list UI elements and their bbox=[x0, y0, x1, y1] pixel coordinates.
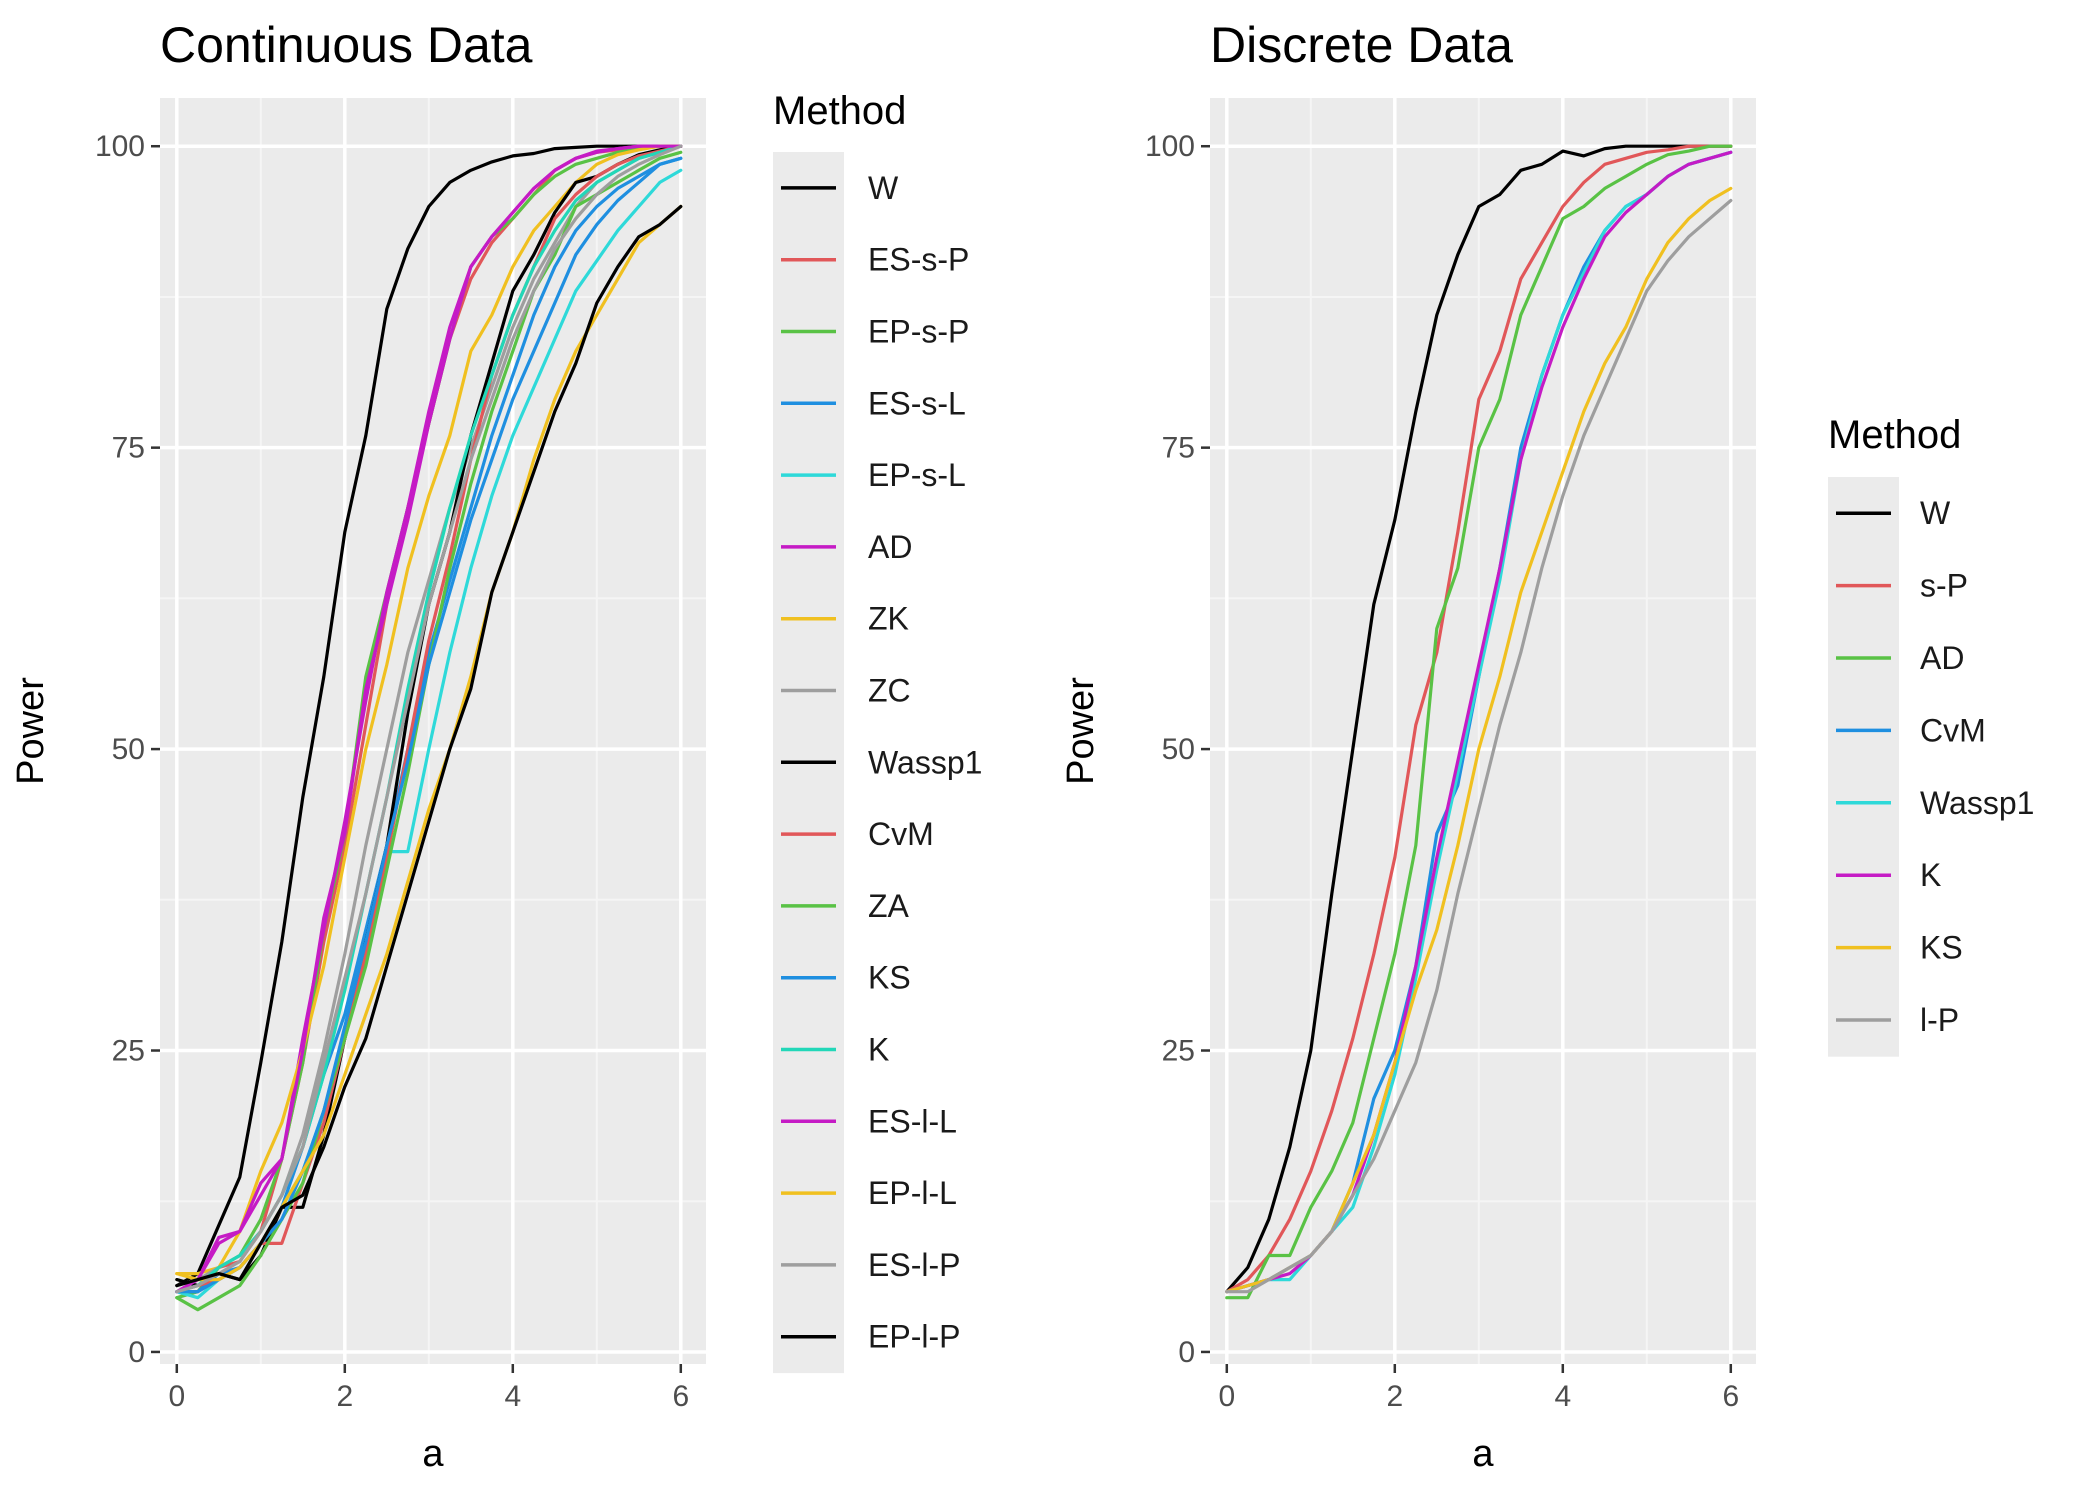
legend-label: CvM bbox=[868, 816, 934, 852]
legend-title: Method bbox=[773, 89, 906, 133]
legend-item: K bbox=[773, 1013, 889, 1086]
chart-title: Discrete Data bbox=[1210, 17, 1513, 73]
legend-item: ES-s-L bbox=[773, 367, 966, 440]
legend-label: ES-l-P bbox=[868, 1247, 960, 1283]
legend-label: Wassp1 bbox=[868, 744, 982, 780]
chart-panel-2: Discrete Data 0 2 4 6 0 25 50 75 100 a Power Method W… bbox=[1060, 17, 2034, 1475]
legend-label: KS bbox=[1920, 930, 1963, 966]
legend-item: W bbox=[773, 152, 899, 225]
x-tick-label: 2 bbox=[1386, 1380, 1403, 1413]
y-tick-label: 25 bbox=[112, 1035, 145, 1068]
series-lines bbox=[1225, 144, 1733, 1300]
legend-item: ZC bbox=[773, 654, 911, 727]
legend: Method W ES-s-P EP-s-P ES-s-L EP-s-L AD ZK ZC Was… bbox=[773, 89, 982, 1374]
legend-label: AD bbox=[1920, 640, 1964, 676]
legend-label: EP-l-L bbox=[868, 1175, 957, 1211]
legend-label: ES-s-L bbox=[868, 385, 966, 421]
series-line-W bbox=[175, 144, 683, 1288]
legend-label: l-P bbox=[1920, 1002, 1959, 1038]
series-line-W bbox=[1225, 144, 1733, 1294]
legend-item: ZK bbox=[773, 582, 909, 656]
legend-label: CvM bbox=[1920, 712, 1986, 748]
x-tick-label: 6 bbox=[1722, 1380, 1739, 1413]
x-tick-label: 0 bbox=[168, 1380, 185, 1413]
legend-item: K bbox=[1828, 839, 1941, 912]
y-tick-label: 50 bbox=[112, 733, 145, 766]
legend-item: EP-l-P bbox=[773, 1300, 960, 1374]
legend-item: ES-l-P bbox=[773, 1229, 960, 1302]
legend-item: l-P bbox=[1828, 983, 1959, 1057]
legend-label: s-P bbox=[1920, 568, 1968, 604]
axes: 0 2 4 6 0 25 50 75 100 bbox=[1145, 130, 1739, 1413]
legend-label: ZK bbox=[868, 601, 909, 637]
legend-label: EP-l-P bbox=[868, 1319, 960, 1355]
x-tick-label: 6 bbox=[672, 1380, 689, 1413]
y-tick-label: 100 bbox=[95, 130, 145, 163]
legend-label: EP-s-L bbox=[868, 457, 966, 493]
legend-item: AD bbox=[1828, 621, 1964, 695]
legend-label: K bbox=[1920, 857, 1941, 893]
legend-label: KS bbox=[868, 960, 911, 996]
series-line-ES-l-L bbox=[175, 144, 683, 1294]
y-axis-title: Power bbox=[1060, 677, 1102, 785]
series-line-ZK bbox=[175, 144, 683, 1276]
series-line-l-P bbox=[1225, 198, 1733, 1294]
legend-item: CvM bbox=[1828, 694, 1986, 768]
legend-label: EP-s-P bbox=[868, 314, 969, 350]
series-line-AD bbox=[1225, 144, 1733, 1300]
legend-label: W bbox=[1920, 495, 1951, 531]
series-line-ES-l-P bbox=[175, 144, 683, 1294]
legend-item: ES-l-L bbox=[773, 1085, 957, 1158]
x-tick-label: 4 bbox=[1554, 1380, 1571, 1413]
y-tick-label: 0 bbox=[128, 1336, 145, 1369]
y-tick-label: 75 bbox=[112, 432, 145, 465]
legend-item: KS bbox=[1828, 911, 1963, 985]
legend-item: EP-l-L bbox=[773, 1157, 957, 1230]
legend-label: ZC bbox=[868, 673, 911, 709]
legend: Method Ws-P AD CvM Wassp1 K KS l-P bbox=[1828, 413, 2034, 1057]
grid bbox=[160, 98, 706, 1364]
x-tick-label: 2 bbox=[336, 1380, 353, 1413]
legend-label: AD bbox=[868, 529, 912, 565]
legend-item: CvM bbox=[773, 798, 934, 871]
legend-label: Wassp1 bbox=[1920, 785, 2034, 821]
legend-label: W bbox=[868, 170, 899, 206]
legend-item: EP-s-P bbox=[773, 295, 969, 368]
series-lines bbox=[175, 144, 683, 1312]
chart-panel-1: Continuous Data 0 2 4 6 0 25 50 75 100 a Power Metho… bbox=[10, 17, 982, 1475]
y-tick-label: 75 bbox=[1162, 432, 1195, 465]
series-line-EP-l-P bbox=[175, 204, 683, 1288]
legend-item: KS bbox=[773, 941, 911, 1015]
legend-label: ES-l-L bbox=[868, 1103, 957, 1139]
legend-label: K bbox=[868, 1032, 889, 1068]
y-tick-label: 50 bbox=[1162, 733, 1195, 766]
legend-item: Wassp1 bbox=[1828, 766, 2034, 840]
legend-item: ZA bbox=[773, 870, 910, 943]
legend-item: ES-s-P bbox=[773, 223, 969, 297]
legend-title: Method bbox=[1828, 413, 1961, 457]
legend-item: AD bbox=[773, 511, 912, 584]
x-axis-title: a bbox=[1472, 1433, 1494, 1475]
legend-item: W bbox=[1828, 477, 1951, 550]
axes: 0 2 4 6 0 25 50 75 100 bbox=[95, 130, 689, 1413]
legend-item: Wassp1 bbox=[773, 726, 982, 799]
x-tick-label: 0 bbox=[1218, 1380, 1235, 1413]
chart-title: Continuous Data bbox=[160, 17, 533, 73]
y-axis-title: Power bbox=[10, 677, 52, 785]
x-axis-title: a bbox=[422, 1433, 444, 1475]
x-tick-label: 4 bbox=[504, 1380, 521, 1413]
series-line-s-P bbox=[1225, 144, 1733, 1294]
y-tick-label: 0 bbox=[1178, 1336, 1195, 1369]
y-tick-label: 25 bbox=[1162, 1035, 1195, 1068]
legend-label: ES-s-P bbox=[868, 242, 969, 278]
legend-item: EP-s-L bbox=[773, 439, 966, 512]
y-tick-label: 100 bbox=[1145, 130, 1195, 163]
legend-label: ZA bbox=[868, 888, 910, 924]
grid bbox=[1210, 98, 1756, 1364]
legend-item: s-P bbox=[1828, 549, 1968, 623]
